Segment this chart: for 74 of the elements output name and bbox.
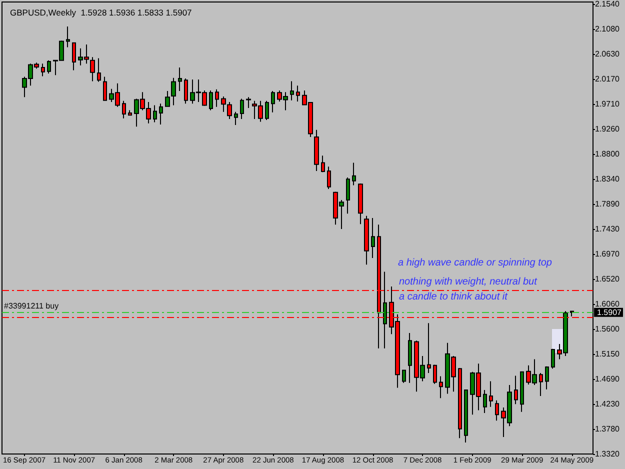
candlestick: [464, 389, 468, 444]
candlestick: [402, 369, 406, 384]
candlestick: [47, 60, 51, 74]
candlestick: [458, 368, 462, 439]
candlestick: [97, 58, 101, 82]
y-tick-label: 1.8340: [595, 174, 620, 184]
y-tick-label: 1.8800: [595, 150, 620, 158]
y-tick-label: 1.5600: [595, 324, 620, 334]
candlestick: [483, 389, 487, 414]
y-tick-label: 1.6520: [595, 274, 620, 284]
candlestick: [90, 56, 95, 82]
candlestick: [520, 371, 524, 412]
y-tick-label: 1.4690: [595, 374, 620, 384]
candlestick: [246, 96, 251, 109]
y-tick-label: 1.9710: [595, 100, 620, 109]
candlestick: [327, 166, 331, 190]
candlestick: [570, 310, 574, 317]
candlestick: [66, 26, 70, 48]
candlestick: [290, 80, 294, 101]
candlestick: [364, 215, 369, 266]
candlestick: [296, 85, 300, 102]
candlestick: [427, 322, 431, 374]
candlestick: [383, 271, 387, 349]
y-tick-label: 1.6970: [595, 250, 620, 259]
candlestick: [209, 90, 213, 111]
candlestick: [545, 366, 549, 390]
candlestick: [539, 372, 543, 396]
y-tick-label: 2.1540: [595, 0, 620, 8]
candlestick: [439, 376, 443, 399]
candlestick: [72, 42, 76, 71]
candlestick: [153, 104, 157, 123]
y-tick-label: 2.0630: [595, 49, 620, 58]
y-tick-label: 1.7430: [595, 224, 620, 234]
candlestick: [358, 183, 363, 225]
annotation: a high wave candle or spinning top: [398, 258, 552, 268]
candlestick: [433, 364, 437, 384]
candlestick: [265, 100, 269, 121]
candlestick: [321, 155, 325, 173]
candlestick: [240, 98, 244, 120]
candlestick: [178, 67, 182, 92]
y-tick-label: 1.3780: [595, 424, 620, 434]
chart-title: GBPUSD,Weekly 1.5928 1.5936 1.5833 1.5907: [10, 8, 192, 18]
candlestick: [159, 103, 163, 125]
candlestick: [489, 380, 493, 408]
candlestick: [551, 348, 555, 370]
annotation: a candle to think about it: [399, 292, 509, 302]
y-tick-label: 2.1080: [595, 24, 620, 34]
text: 1.5907: [597, 308, 622, 317]
candlestick: [408, 332, 412, 384]
candlestick: [103, 76, 107, 102]
candlestick: [41, 63, 45, 77]
annotation: nothing with weight, neutral but: [399, 276, 538, 288]
candlestick: [371, 218, 375, 259]
candlestick: [314, 129, 319, 172]
y-tick-label: 1.4230: [595, 400, 620, 409]
candlestick: [122, 100, 126, 119]
candlestick: [215, 88, 219, 108]
y-tick-label: 1.7890: [595, 199, 620, 208]
candlestick: [184, 78, 188, 104]
candlestick: [495, 400, 499, 422]
candlestick: [514, 375, 518, 405]
ref-line-label: #33991211 buy: [4, 302, 59, 311]
y-tick-label: 1.5150: [595, 349, 620, 358]
candlestick: [234, 111, 238, 126]
candlestick: [346, 177, 350, 214]
candlestick: [271, 90, 275, 113]
candlestick: [171, 77, 176, 106]
candlestick: [128, 110, 132, 116]
candlestick: [165, 90, 170, 108]
y-tick-label: 1.3320: [595, 450, 620, 458]
y-tick-label: 1.6060: [595, 300, 620, 308]
y-tick-label: 1.9260: [595, 124, 620, 134]
y-tick-label: 2.0170: [595, 74, 620, 84]
candlestick: [352, 162, 356, 186]
